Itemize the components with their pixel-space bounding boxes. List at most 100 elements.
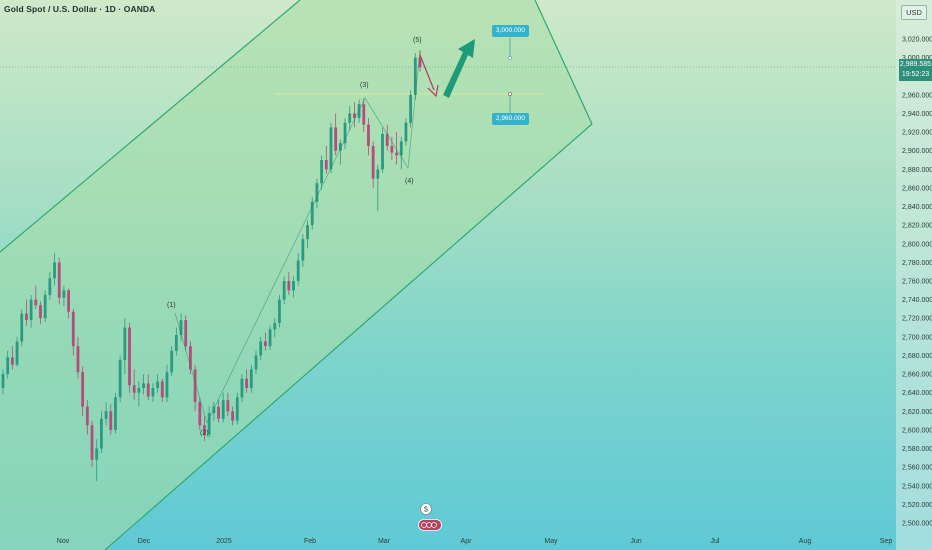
candle-body[interactable] [292,281,295,291]
candle-body[interactable] [151,388,155,397]
candle-body[interactable] [207,413,211,435]
wave-label-3[interactable]: (3) [360,82,369,89]
candle-body[interactable] [48,278,52,295]
candle-body[interactable] [217,406,220,419]
candle-body[interactable] [174,334,178,351]
candle-body[interactable] [263,341,267,347]
candle-body[interactable] [142,383,145,389]
candle-body[interactable] [278,299,281,323]
candle-body[interactable] [249,369,253,389]
candle-body[interactable] [235,397,239,421]
candle-body[interactable] [296,260,300,281]
channel-lower-line[interactable] [104,123,593,550]
candle-body[interactable] [137,388,141,393]
wave-label-1[interactable]: (1) [167,302,176,309]
candle-body[interactable] [20,313,24,342]
candle-body[interactable] [15,341,19,365]
candle-body[interactable] [301,239,305,261]
candle-body[interactable] [381,133,384,170]
candle-body[interactable] [357,104,361,119]
candle-body[interactable] [114,397,117,430]
channel-upper-line[interactable] [0,0,301,253]
candle-body[interactable] [287,281,291,291]
candle-body[interactable] [76,346,80,373]
candle-body[interactable] [338,143,342,151]
up-arrow[interactable] [443,39,475,98]
price-axis-panel[interactable] [896,0,932,550]
candle-body[interactable] [62,290,66,298]
candle-body[interactable] [184,320,188,347]
candle-body[interactable] [268,329,272,347]
candle-body[interactable] [25,313,28,321]
channel-mid-line[interactable] [534,0,593,125]
candle-body[interactable] [71,311,75,347]
target-high-label[interactable]: 3,000.000 [492,25,529,37]
candle-body[interactable] [273,322,277,330]
candle-body[interactable] [221,400,225,419]
currency-button[interactable]: USD [901,5,927,20]
candle-body[interactable] [123,327,127,361]
candle-body[interactable] [390,146,394,153]
candle-body[interactable] [259,341,263,356]
candle-body[interactable] [203,425,206,435]
candle-body[interactable] [156,381,160,389]
candle-body[interactable] [315,183,319,202]
candle-body[interactable] [67,290,70,312]
candle-body[interactable] [376,169,380,179]
candle-body[interactable] [226,400,230,412]
target-high-dot[interactable] [508,56,512,60]
candle-body[interactable] [329,127,333,170]
candle-body[interactable] [193,369,197,402]
candle-body[interactable] [90,425,94,460]
target-low-label[interactable]: 2,960.000 [492,113,529,125]
candle-body[interactable] [409,94,413,123]
target-low-dot[interactable] [508,92,512,96]
candle-body[interactable] [57,262,61,298]
candle-body[interactable] [353,113,356,119]
events-stack-icon[interactable] [418,518,442,536]
candle-body[interactable] [324,160,328,170]
candle-body[interactable] [160,381,164,398]
candle-body[interactable] [320,160,324,184]
candle-body[interactable] [334,127,338,151]
candle-body[interactable] [371,146,375,179]
wave-label-2[interactable]: (2) [200,430,209,437]
candle-body[interactable] [231,411,234,421]
candle-body[interactable] [189,346,192,370]
candle-body[interactable] [6,357,10,375]
candle-body[interactable] [310,201,314,226]
candle-body[interactable] [385,133,389,147]
candle-body[interactable] [104,411,108,419]
candle-body[interactable] [362,104,366,125]
candle-body[interactable] [399,141,403,156]
candle-body[interactable] [282,281,286,300]
candle-body[interactable] [348,113,352,123]
candle-body[interactable] [165,372,169,398]
candle-body[interactable] [413,57,417,95]
candle-body[interactable] [10,357,14,365]
candle-body[interactable] [118,360,122,398]
candle-body[interactable] [212,406,216,414]
candle-body[interactable] [404,122,408,142]
candle-body[interactable] [43,294,47,319]
candle-body[interactable] [1,374,5,389]
candle-body[interactable] [34,299,38,306]
candle-body[interactable] [109,411,113,430]
parallel-channel[interactable] [0,0,592,550]
down-arrow[interactable] [419,54,435,91]
candle-body[interactable] [306,225,309,240]
candle-body[interactable] [53,262,56,279]
candle-body[interactable] [254,355,258,370]
candle-body[interactable] [395,152,398,156]
wave-label-4[interactable]: (4) [405,178,414,185]
candle-body[interactable] [367,124,370,147]
candle-body[interactable] [81,372,85,407]
candle-body[interactable] [245,378,249,389]
candle-body[interactable] [39,305,42,319]
candle-body[interactable] [343,122,347,144]
candle-body[interactable] [132,385,136,393]
candle-body[interactable] [29,299,33,321]
candle-body[interactable] [99,418,103,449]
